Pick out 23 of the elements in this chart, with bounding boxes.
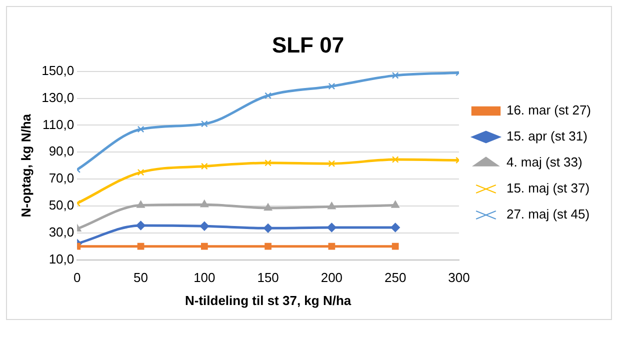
x-tick-label: 300	[448, 270, 470, 286]
x-axis-title: N-tildeling til st 37, kg N/ha	[184, 292, 352, 308]
legend-label: 16. mar (st 27)	[506, 102, 592, 118]
x-tick-label: 50	[134, 270, 148, 286]
legend-label: 27. maj (st 45)	[506, 206, 590, 222]
chart-title: SLF 07	[272, 32, 344, 58]
y-tick-label: 30,0	[48, 224, 74, 240]
x-tick-label: 250	[384, 270, 406, 286]
legend-label: 15. apr (st 31)	[506, 128, 588, 144]
x-tick-label: 150	[257, 270, 279, 286]
y-tick-label: 10,0	[48, 251, 74, 266]
x-tick-label: 0	[74, 270, 81, 286]
legend-label: 4. maj (st 33)	[506, 154, 582, 170]
y-axis-title: N-optag, kg N/ha	[18, 113, 34, 218]
y-tick-label: 150,0	[42, 62, 74, 78]
y-tick-label: 130,0	[42, 90, 74, 105]
x-tick-label: 200	[320, 270, 343, 286]
y-tick-label: 70,0	[48, 170, 74, 186]
y-tick-label: 90,0	[48, 144, 74, 159]
y-tick-label: 50,0	[48, 198, 74, 213]
legend-label: 15. maj (st 37)	[506, 180, 590, 196]
y-tick-label: 110,0	[42, 116, 74, 132]
x-tick-label: 100	[194, 270, 216, 286]
